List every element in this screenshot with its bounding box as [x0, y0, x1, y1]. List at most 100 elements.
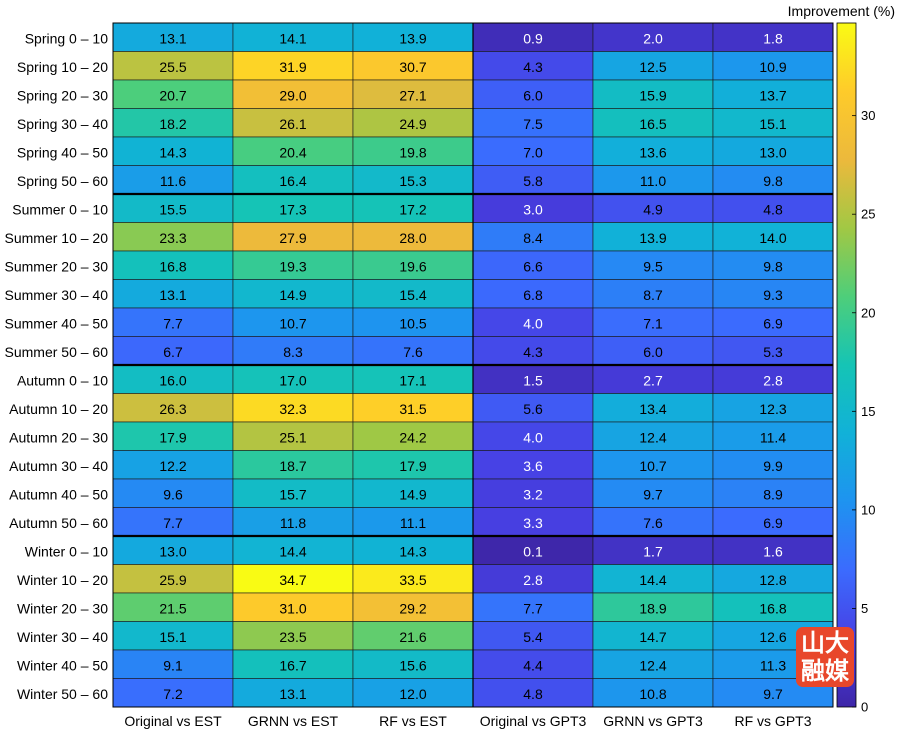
heatmap-cell [472, 336, 594, 366]
cell-value-label: 19.3 [279, 258, 306, 274]
cell-value-label: 11.1 [400, 515, 426, 531]
cell-value-label: 7.2 [163, 686, 183, 702]
cell-value-label: 17.9 [399, 458, 426, 474]
cell-value-label: 13.7 [759, 87, 786, 103]
cell-value-label: 13.0 [759, 144, 786, 160]
cell-value-label: 12.8 [759, 572, 786, 588]
row-label: Winter 30 – 40 [17, 629, 108, 645]
heatmap-cell [592, 193, 714, 223]
heatmap-cell [712, 450, 834, 480]
heatmap-cell [352, 222, 474, 252]
heatmap-cell [112, 250, 234, 280]
cell-value-label: 30.7 [399, 59, 426, 75]
heatmap-cell [232, 336, 354, 366]
heatmap-cell [712, 421, 834, 451]
row-label: Spring 20 – 30 [17, 87, 108, 103]
column-label: GRNN vs GPT3 [603, 713, 703, 729]
heatmap-cell [472, 478, 594, 508]
heatmap-cell [472, 678, 594, 708]
heatmap-cell [592, 507, 714, 537]
cell-value-label: 4.0 [523, 315, 543, 331]
cell-value-label: 27.1 [399, 87, 426, 103]
heatmap-cell [352, 22, 474, 52]
row-label: Autumn 30 – 40 [9, 458, 108, 474]
cell-value-label: 15.5 [159, 201, 186, 217]
cell-value-label: 25.1 [279, 429, 306, 445]
cell-value-label: 4.3 [523, 59, 543, 75]
cell-value-label: 12.0 [399, 686, 426, 702]
heatmap-cell [232, 51, 354, 81]
heatmap-cell [472, 592, 594, 622]
cell-value-label: 9.9 [763, 458, 783, 474]
cell-value-label: 9.3 [763, 287, 783, 303]
cell-value-label: 20.4 [279, 144, 306, 160]
heatmap-cell [232, 507, 354, 537]
heatmap-cell [112, 307, 234, 337]
cell-value-label: 1.7 [643, 543, 663, 559]
heatmap-cell [352, 649, 474, 679]
watermark-logo: 山大 融媒 [796, 627, 854, 687]
cell-value-label: 12.6 [759, 629, 786, 645]
cell-value-label: 13.9 [639, 230, 666, 246]
cell-value-label: 26.3 [159, 401, 186, 417]
heatmap-cell [472, 393, 594, 423]
cell-value-label: 2.0 [643, 30, 663, 46]
cell-value-label: 17.1 [399, 372, 426, 388]
heatmap-cell [472, 507, 594, 537]
cell-value-label: 5.6 [523, 401, 543, 417]
cell-value-label: 14.1 [279, 30, 306, 46]
heatmap-cell [112, 193, 234, 223]
cell-value-label: 19.8 [399, 144, 426, 160]
heatmap-cell [712, 564, 834, 594]
heatmap-cell [352, 165, 474, 195]
watermark-badge [796, 627, 854, 687]
cell-value-label: 6.9 [763, 515, 783, 531]
cell-value-label: 15.1 [759, 116, 786, 132]
heatmap-cell [592, 592, 714, 622]
cell-value-label: 14.3 [159, 144, 186, 160]
cell-value-label: 16.0 [159, 372, 186, 388]
row-label: Summer 50 – 60 [5, 344, 109, 360]
cell-value-label: 16.8 [759, 600, 786, 616]
row-label: Summer 30 – 40 [5, 287, 109, 303]
heatmap-cell [232, 621, 354, 651]
heatmap-cell [232, 450, 354, 480]
heatmap-cell [112, 79, 234, 109]
cell-value-label: 31.5 [399, 401, 426, 417]
heatmap-cell [472, 621, 594, 651]
heatmap-cell [232, 79, 354, 109]
heatmap-cell [232, 364, 354, 394]
heatmap-cell [112, 22, 234, 52]
cell-value-label: 25.9 [159, 572, 186, 588]
cell-value-label: 9.6 [163, 486, 183, 502]
heatmap-cell [592, 421, 714, 451]
row-label: Winter 10 – 20 [17, 572, 108, 588]
cell-value-label: 27.9 [279, 230, 306, 246]
row-label: Autumn 20 – 30 [9, 429, 108, 445]
cell-value-label: 12.4 [639, 657, 666, 673]
heatmap-cell [592, 535, 714, 565]
cell-value-label: 33.5 [399, 572, 426, 588]
cell-value-label: 14.4 [279, 543, 306, 559]
heatmap-cell [352, 592, 474, 622]
cell-value-label: 8.9 [763, 486, 783, 502]
cell-value-label: 31.9 [279, 59, 306, 75]
heatmap-cell [352, 51, 474, 81]
row-label: Winter 0 – 10 [25, 543, 108, 559]
cell-value-label: 15.1 [159, 629, 186, 645]
heatmap-cell [112, 51, 234, 81]
cell-value-label: 14.9 [399, 486, 426, 502]
cell-value-label: 10.8 [639, 686, 666, 702]
cell-value-label: 29.0 [279, 87, 306, 103]
heatmap-cell [592, 250, 714, 280]
heatmap-cell [472, 165, 594, 195]
cell-value-label: 12.5 [639, 59, 666, 75]
cell-value-label: 32.3 [279, 401, 306, 417]
row-label: Spring 10 – 20 [17, 59, 108, 75]
cell-value-label: 14.4 [639, 572, 666, 588]
colorbar-gradient [836, 22, 857, 708]
heatmap-cell [112, 535, 234, 565]
cell-value-label: 18.9 [639, 600, 666, 616]
cell-value-label: 13.1 [159, 287, 186, 303]
heatmap-cell [352, 364, 474, 394]
